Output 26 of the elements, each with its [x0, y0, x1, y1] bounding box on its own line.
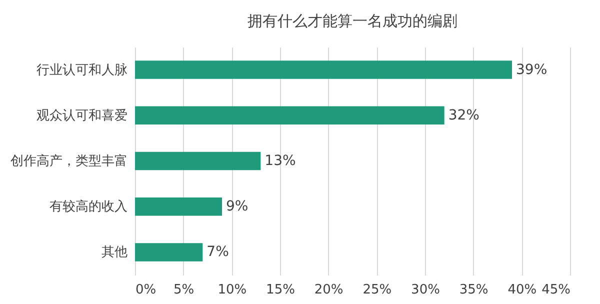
x-tick-label: 40% [508, 282, 537, 298]
data-label: 39% [516, 62, 548, 78]
bar [135, 197, 222, 216]
bar [135, 243, 203, 262]
x-tick-label: 10% [218, 282, 247, 298]
data-label: 13% [264, 153, 296, 169]
x-tick-label: 15% [266, 282, 295, 298]
y-tick-label: 行业认可和人脉 [36, 62, 128, 78]
y-tick-label: 其他 [102, 245, 128, 260]
x-tick-label: 30% [411, 282, 440, 298]
bar [135, 152, 261, 170]
x-tick-label: 0% [136, 282, 156, 298]
x-tick-label: 45% [542, 282, 570, 298]
y-tick-label: 创作高产，类型丰富 [10, 153, 128, 169]
bar [135, 60, 512, 79]
x-tick-label: 5% [174, 282, 194, 298]
y-tick-label: 有较高的收入 [50, 198, 128, 215]
bar [135, 106, 444, 125]
data-label: 7% [206, 244, 229, 260]
data-label: 32% [448, 107, 480, 124]
data-label: 9% [226, 198, 248, 215]
y-tick-label: 观众认可和喜爱 [36, 108, 128, 124]
x-tick-label: 35% [459, 282, 488, 298]
chart-title: 拥有什么才能算一名成功的编剧 [248, 12, 458, 30]
x-tick-label: 25% [362, 282, 392, 298]
x-tick-label: 20% [314, 282, 344, 298]
